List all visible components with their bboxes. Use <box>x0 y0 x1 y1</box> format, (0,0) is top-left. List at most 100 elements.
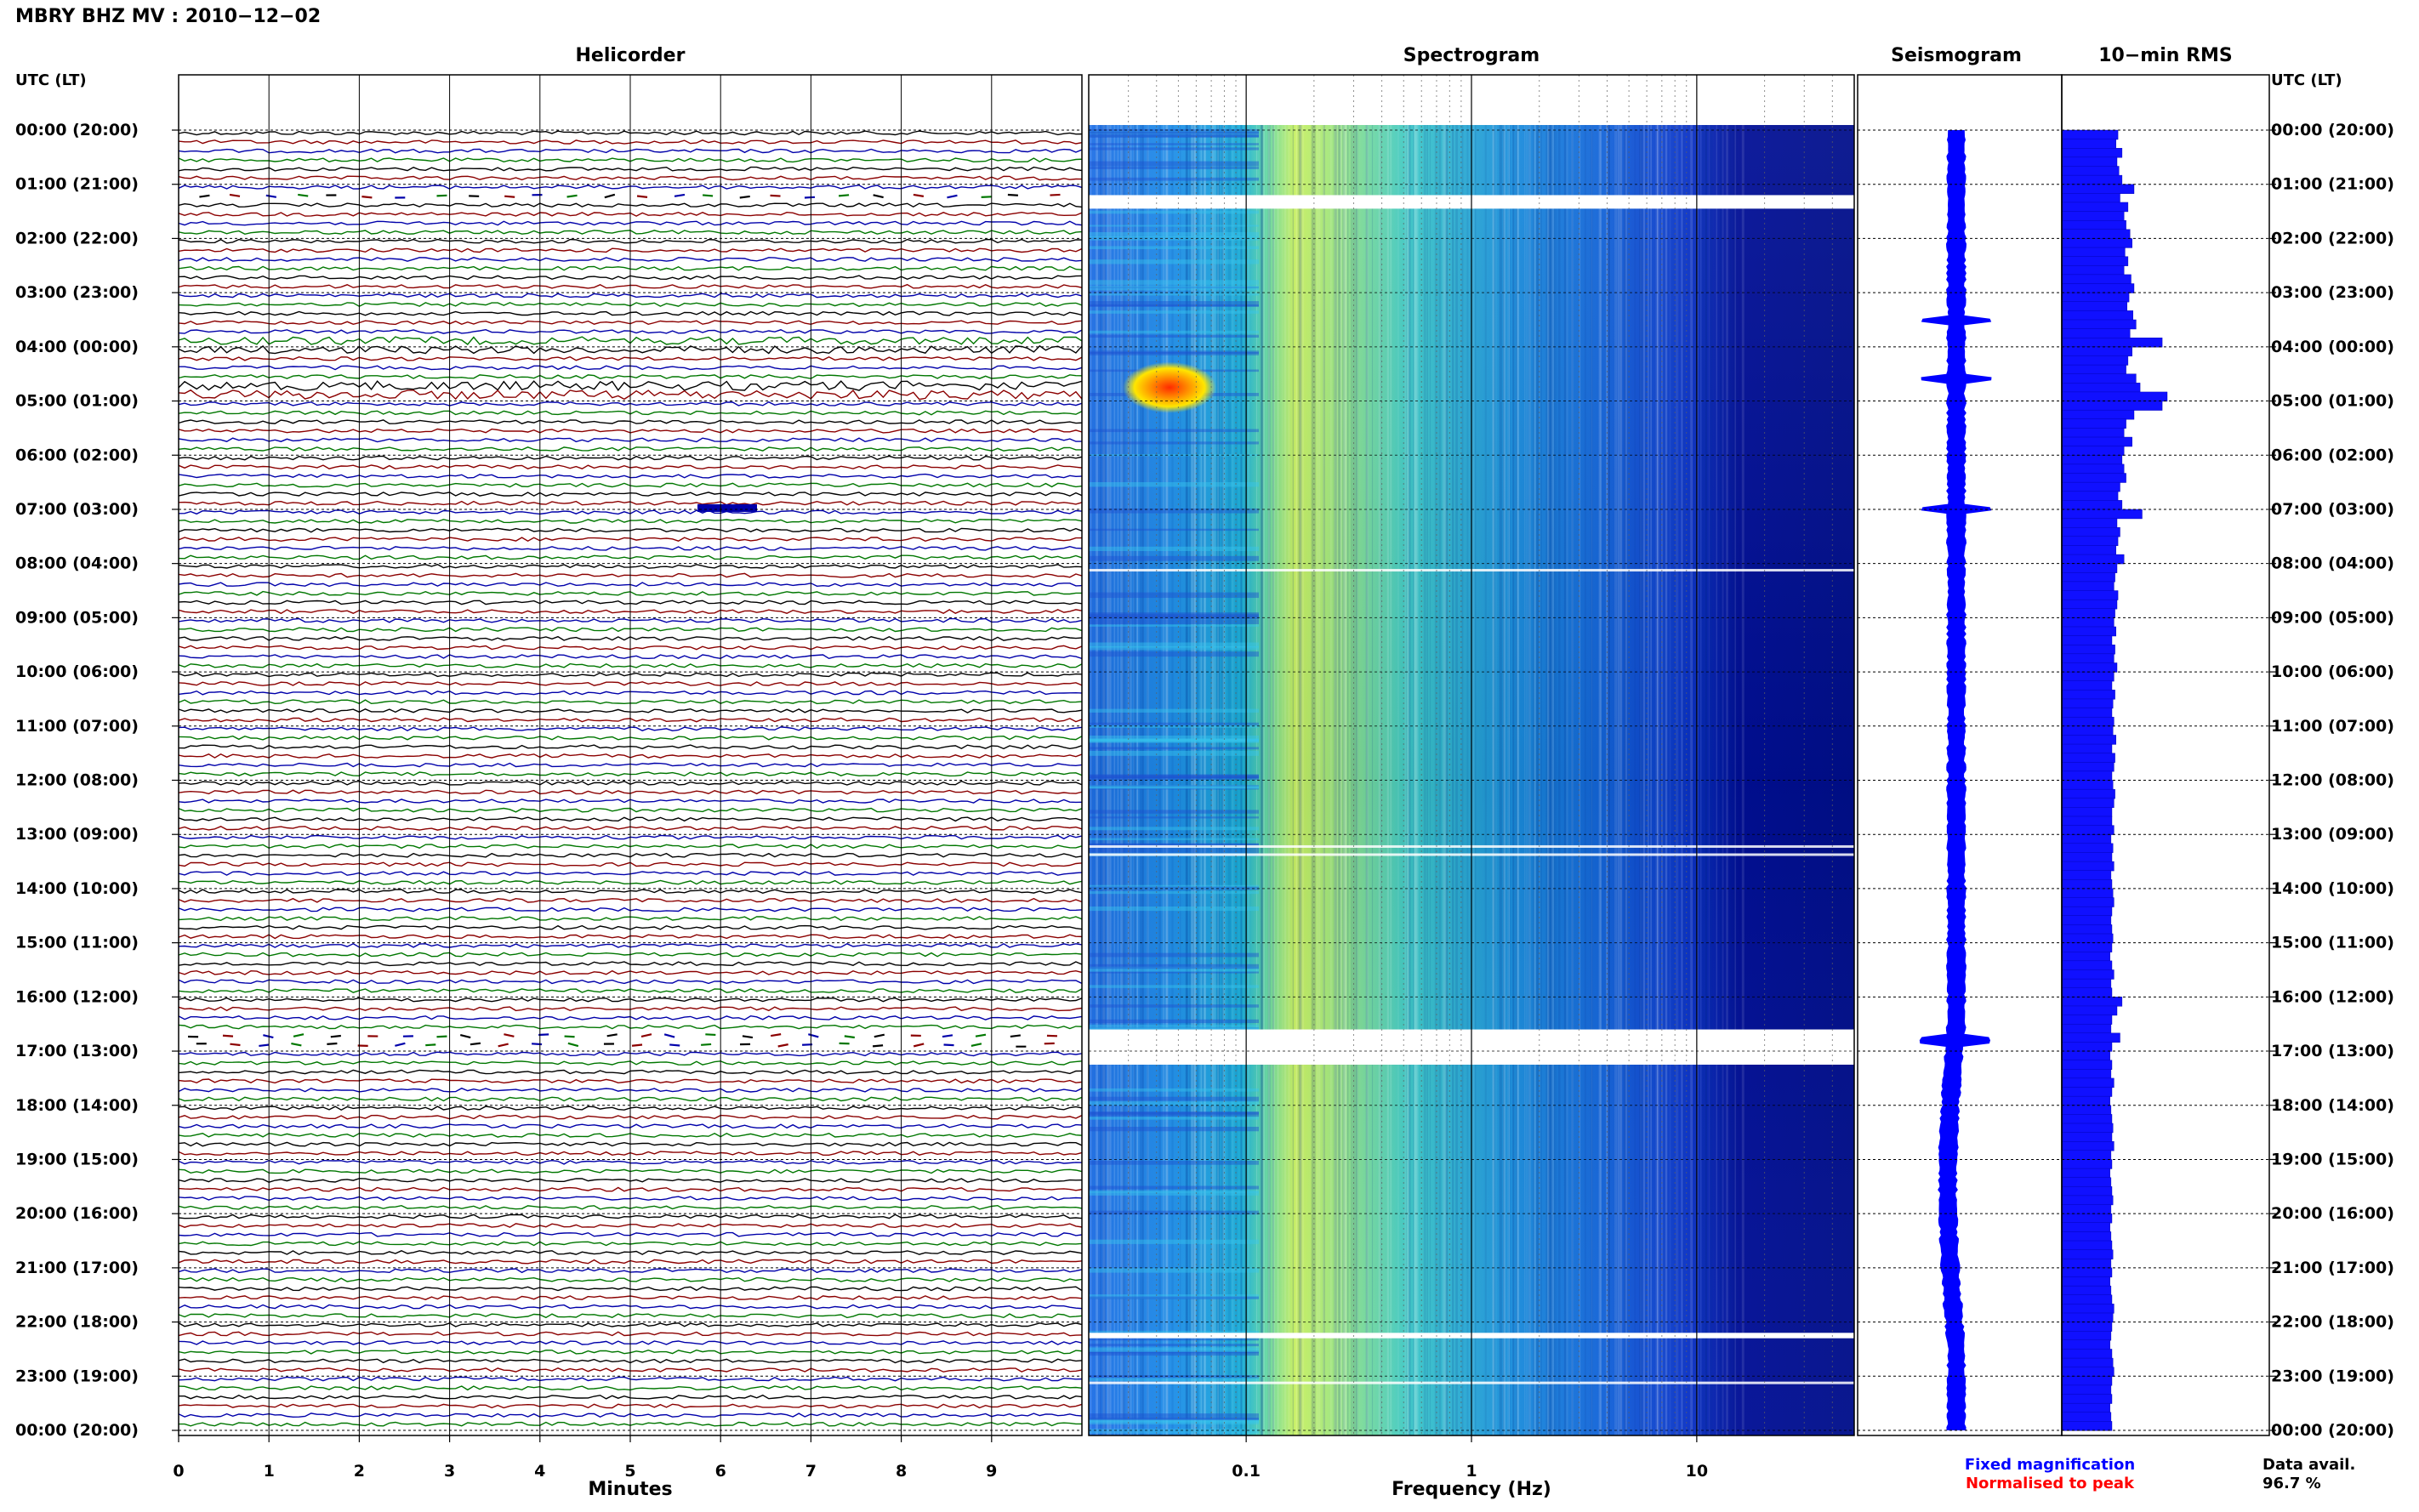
time-label-right: 00:00 (20:00) <box>2271 121 2394 139</box>
spectrogram-band <box>1089 1210 1259 1215</box>
trace-fragment <box>567 1042 579 1048</box>
time-label-right: 02:00 (22:00) <box>2271 229 2394 247</box>
spectrogram-band <box>1089 1111 1259 1115</box>
trace-fragment <box>942 1034 953 1038</box>
spectrogram-streak <box>1244 125 1247 1435</box>
time-label-left: 02:00 (22:00) <box>15 229 139 247</box>
rms-bar <box>2061 915 2112 925</box>
rms-bar <box>2061 346 2132 357</box>
rms-bar <box>2061 481 2120 492</box>
rms-bar <box>2061 1339 2110 1350</box>
trace-fragment <box>947 194 958 199</box>
rms-bar <box>2061 156 2118 168</box>
trace-fragment <box>873 194 884 199</box>
legend-normalised-to-peak: Normalised to peak <box>1966 1475 2135 1492</box>
rms-bar <box>2061 1141 2114 1151</box>
rms-bar <box>2061 1060 2113 1070</box>
rms-bar <box>2061 148 2123 158</box>
spectrogram-band <box>1089 132 1259 138</box>
spectrogram-streak <box>1669 125 1671 1435</box>
time-label-left: 22:00 (18:00) <box>15 1313 139 1332</box>
time-label-left: 08:00 (04:00) <box>15 554 139 573</box>
rms-bar <box>2061 798 2114 808</box>
spectrogram-band <box>1089 1268 1259 1273</box>
spectrogram-band <box>1089 134 1259 138</box>
rms-bar <box>2061 599 2118 610</box>
spectrogram-streak <box>1355 125 1358 1435</box>
spectrogram-streak <box>1499 125 1501 1435</box>
spectrogram-band <box>1089 482 1259 487</box>
spectrogram-streak <box>1107 125 1110 1435</box>
rms-bar <box>2061 1312 2114 1323</box>
right-axis-header: UTC (LT) <box>2271 71 2342 89</box>
spectrogram-streak <box>1192 125 1195 1435</box>
spectrogram-streak <box>1142 125 1145 1435</box>
minute-tick-label: 6 <box>715 1462 726 1481</box>
rms-bar <box>2061 770 2113 782</box>
spectrogram-streak <box>1218 125 1221 1435</box>
spectrogram-band <box>1089 751 1259 756</box>
rms-bar <box>2061 391 2168 402</box>
spectrogram-band <box>1089 615 1259 620</box>
trace-fragment <box>872 1044 884 1048</box>
trace-fragment <box>739 195 750 199</box>
spectrogram-streak <box>1199 125 1202 1435</box>
spectrogram-band <box>1089 1111 1259 1117</box>
spectrogram-streak <box>1509 125 1511 1435</box>
trace-fragment <box>498 1043 509 1048</box>
frequency-tick-label: 0.1 <box>1232 1462 1261 1481</box>
spectrogram-streak <box>1204 125 1206 1435</box>
spectrogram-streak <box>1371 125 1374 1435</box>
time-label-left: 04:00 (00:00) <box>15 338 139 356</box>
spectrogram-streak <box>1545 125 1547 1435</box>
rms-bar <box>2061 690 2115 700</box>
spectrogram-band <box>1089 285 1259 291</box>
spectrogram-band <box>1089 280 1259 285</box>
spectrogram-band <box>1089 966 1259 972</box>
time-label-right: 12:00 (08:00) <box>2271 771 2394 790</box>
time-label-right: 18:00 (14:00) <box>2271 1096 2394 1115</box>
minutes-axis-label: Minutes <box>588 1479 672 1500</box>
spectrogram-streak <box>1414 125 1417 1435</box>
spectrogram-streak <box>1608 125 1610 1435</box>
spectrogram-band <box>1089 708 1259 713</box>
trace-fragment <box>425 1043 436 1047</box>
spectrogram-streak <box>1188 125 1191 1435</box>
rms-bar <box>2061 572 2115 583</box>
trace-fragment <box>504 1033 515 1037</box>
trace-fragment <box>504 195 515 198</box>
rms-bar <box>2061 816 2113 827</box>
spectrogram-streak <box>1335 125 1339 1435</box>
rms-bar <box>2061 1050 2110 1061</box>
time-label-left: 21:00 (17:00) <box>15 1259 139 1277</box>
rms-bar <box>2061 1114 2113 1124</box>
spectrogram-band <box>1089 1375 1259 1378</box>
spectrogram-streak <box>1214 125 1216 1435</box>
spectrogram-streak <box>1689 125 1692 1435</box>
spectrogram-gap <box>1082 1029 1854 1065</box>
rms-bar <box>2061 219 2126 230</box>
spectrogram-streak <box>1194 125 1196 1435</box>
trace-fragment <box>199 194 210 198</box>
rms-bar <box>2061 129 2119 140</box>
spectrogram-streak <box>1495 125 1497 1435</box>
rms-bar <box>2061 662 2118 673</box>
spectrogram-streak <box>1240 125 1243 1435</box>
time-label-right: 14:00 (10:00) <box>2271 879 2394 898</box>
rms-bar <box>2061 960 2113 971</box>
minute-tick-label: 3 <box>444 1462 455 1481</box>
spectrogram-streak <box>1540 125 1542 1435</box>
spectrogram-band <box>1089 838 1259 841</box>
rms-bar <box>2061 1294 2113 1305</box>
spectrogram-streak <box>1554 125 1557 1435</box>
rms-bar <box>2061 1402 2110 1413</box>
spectrogram-streak <box>1705 125 1707 1435</box>
spectrogram-band <box>1089 740 1259 743</box>
spectrogram-streak <box>1536 125 1540 1435</box>
trace-fragment <box>703 194 714 197</box>
trace-fragment <box>606 1033 618 1037</box>
spectrogram-streak <box>1283 125 1287 1435</box>
spectrogram-band <box>1089 774 1259 779</box>
spectrogram-streak <box>1366 125 1369 1435</box>
rms-bar <box>2061 1276 2110 1287</box>
